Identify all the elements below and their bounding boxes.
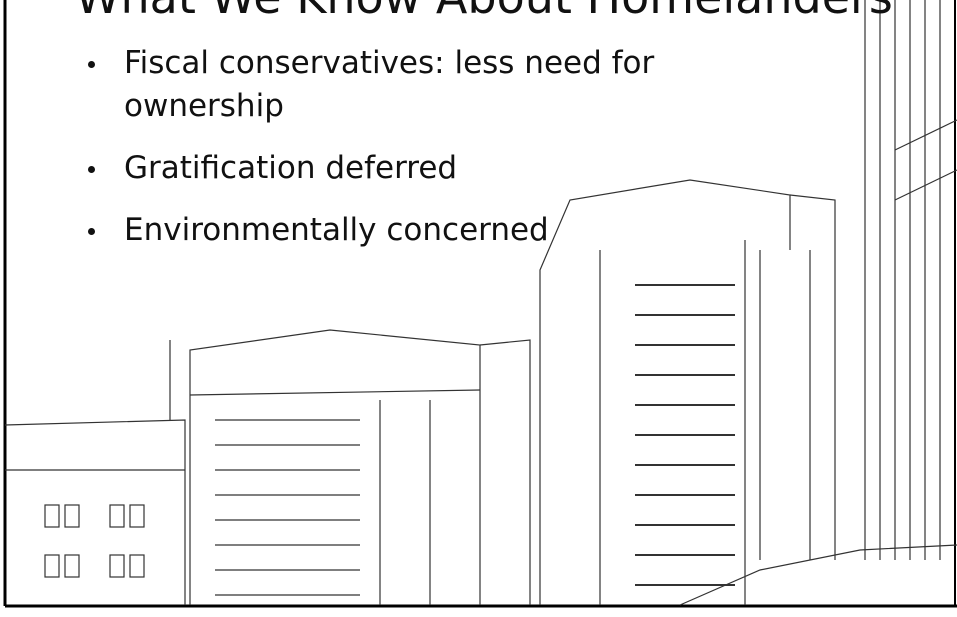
bullet-list: Fiscal conservatives: less need for owne…: [88, 42, 748, 271]
bullet: Fiscal conservatives: less need for owne…: [88, 42, 748, 128]
slide: What We Know About Homelanders Fiscal co…: [0, 0, 957, 617]
slide-title: What We Know About Homelanders: [75, 0, 893, 24]
bullet: Environmentally concerned: [88, 209, 748, 252]
bullet: Gratification deferred: [88, 147, 748, 190]
